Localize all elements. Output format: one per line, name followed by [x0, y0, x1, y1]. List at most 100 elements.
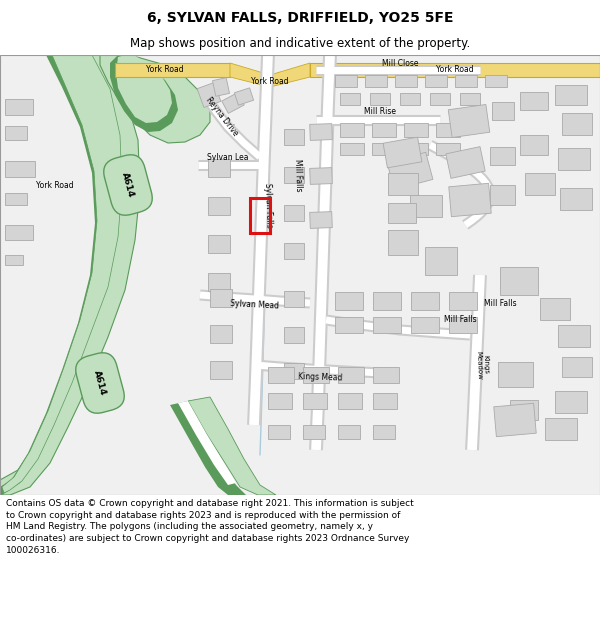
- Bar: [210, 361, 232, 379]
- Text: 6, SYLVAN FALLS, DRIFFIELD, YO25 5FE: 6, SYLVAN FALLS, DRIFFIELD, YO25 5FE: [147, 11, 453, 24]
- Text: York Road: York Road: [436, 66, 474, 74]
- Polygon shape: [448, 104, 490, 138]
- Text: Kings
Meadow: Kings Meadow: [475, 351, 489, 379]
- Bar: [500, 267, 538, 295]
- Bar: [340, 123, 364, 137]
- Bar: [284, 327, 304, 343]
- Bar: [250, 198, 270, 233]
- Bar: [562, 357, 592, 377]
- Bar: [404, 123, 428, 137]
- Bar: [540, 298, 570, 320]
- Bar: [460, 93, 480, 105]
- Bar: [430, 93, 450, 105]
- Bar: [338, 425, 360, 439]
- Text: Contains OS data © Crown copyright and database right 2021. This information is : Contains OS data © Crown copyright and d…: [6, 499, 414, 555]
- Text: York Road: York Road: [146, 66, 184, 74]
- Bar: [373, 393, 397, 409]
- Text: York Road: York Road: [251, 78, 289, 86]
- Polygon shape: [383, 137, 422, 168]
- Text: Mill Rise: Mill Rise: [364, 107, 396, 116]
- Bar: [284, 167, 304, 183]
- Text: York Road: York Road: [36, 181, 74, 189]
- Polygon shape: [197, 82, 221, 107]
- Bar: [373, 292, 401, 310]
- Text: Map shows position and indicative extent of the property.: Map shows position and indicative extent…: [130, 38, 470, 51]
- Polygon shape: [0, 55, 120, 495]
- Text: Mill Falls: Mill Falls: [443, 316, 476, 324]
- Bar: [490, 185, 515, 205]
- Bar: [388, 230, 418, 255]
- Bar: [284, 129, 304, 145]
- Bar: [338, 367, 364, 383]
- Bar: [555, 391, 587, 413]
- Bar: [210, 289, 232, 307]
- Polygon shape: [310, 124, 332, 141]
- Bar: [284, 363, 304, 379]
- Bar: [5, 99, 33, 115]
- Bar: [335, 75, 357, 87]
- Bar: [208, 159, 230, 177]
- Bar: [490, 147, 515, 165]
- Bar: [268, 367, 294, 383]
- Polygon shape: [100, 55, 210, 143]
- Bar: [400, 93, 420, 105]
- Text: Mill Falls: Mill Falls: [293, 159, 303, 191]
- Bar: [555, 85, 587, 105]
- Bar: [525, 173, 555, 195]
- Bar: [373, 317, 401, 333]
- Bar: [268, 425, 290, 439]
- Polygon shape: [0, 55, 140, 495]
- Bar: [370, 93, 390, 105]
- Bar: [411, 292, 439, 310]
- Bar: [449, 317, 477, 333]
- Bar: [498, 362, 533, 387]
- Bar: [411, 317, 439, 333]
- Bar: [284, 243, 304, 259]
- Polygon shape: [235, 88, 254, 105]
- Bar: [510, 400, 538, 420]
- Polygon shape: [387, 152, 433, 190]
- Bar: [335, 317, 363, 333]
- Bar: [303, 393, 327, 409]
- Text: Sylvan Falls: Sylvan Falls: [263, 182, 273, 228]
- Bar: [5, 161, 35, 177]
- Text: Kings Mead: Kings Mead: [298, 372, 342, 382]
- Polygon shape: [170, 401, 246, 495]
- Bar: [365, 75, 387, 87]
- Bar: [335, 292, 363, 310]
- Polygon shape: [310, 63, 600, 77]
- Bar: [340, 93, 360, 105]
- Bar: [5, 193, 27, 205]
- Bar: [373, 425, 395, 439]
- Polygon shape: [188, 397, 276, 495]
- Bar: [410, 195, 442, 217]
- Polygon shape: [2, 55, 122, 493]
- Text: Mill Close: Mill Close: [382, 59, 418, 68]
- Text: Reyna Drive: Reyna Drive: [204, 96, 240, 138]
- Bar: [395, 75, 417, 87]
- Bar: [338, 393, 362, 409]
- Bar: [388, 173, 418, 195]
- Bar: [436, 143, 460, 155]
- Polygon shape: [230, 63, 310, 87]
- Bar: [492, 102, 514, 120]
- Bar: [560, 188, 592, 210]
- Polygon shape: [449, 183, 491, 217]
- Bar: [436, 123, 460, 137]
- Polygon shape: [178, 401, 236, 485]
- Bar: [520, 135, 548, 155]
- Polygon shape: [115, 63, 230, 77]
- Bar: [340, 143, 364, 155]
- Bar: [208, 235, 230, 253]
- Bar: [284, 205, 304, 221]
- Polygon shape: [110, 55, 178, 132]
- Bar: [455, 75, 477, 87]
- Text: Sylvan Mead: Sylvan Mead: [230, 299, 280, 311]
- Polygon shape: [212, 78, 230, 96]
- Bar: [373, 367, 399, 383]
- Bar: [208, 197, 230, 215]
- Polygon shape: [116, 55, 172, 123]
- Polygon shape: [310, 212, 332, 228]
- Bar: [5, 255, 23, 265]
- Bar: [425, 247, 457, 275]
